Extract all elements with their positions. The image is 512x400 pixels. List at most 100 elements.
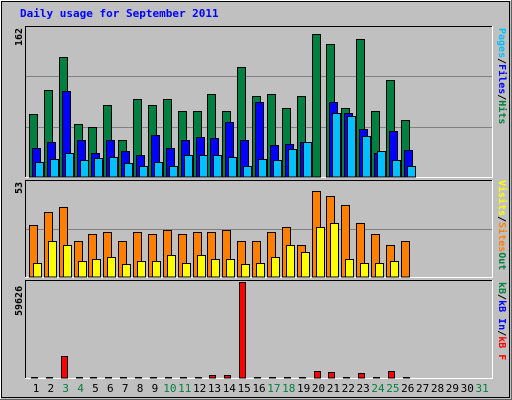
day-label-15: 15 bbox=[238, 382, 251, 395]
hits-files-pages-bar-pages-day-17 bbox=[273, 160, 282, 178]
kbytes-bar-kb-f-day-26 bbox=[403, 377, 410, 379]
kbytes-bar-kb-f-day-4 bbox=[76, 377, 83, 379]
kbytes-bar-kb-f-day-9 bbox=[150, 377, 157, 379]
visits-sites-bar-visits-day-12 bbox=[197, 255, 206, 278]
day-label-16: 16 bbox=[252, 382, 265, 395]
hits-panel-legend: Pages/Files/Hits bbox=[496, 28, 507, 124]
hits-legend-part-4: Hits bbox=[496, 100, 507, 125]
hits-files-pages-bar-pages-day-2 bbox=[50, 159, 59, 178]
day-label-21: 21 bbox=[327, 382, 340, 395]
hits-files-pages-bar-pages-day-7 bbox=[124, 163, 133, 178]
kbytes-bar-kb-f-day-23 bbox=[358, 373, 365, 379]
hits-files-pages-bar-hits-day-20 bbox=[312, 34, 321, 178]
day-label-24: 24 bbox=[371, 382, 385, 395]
kb-legend-part-0: kB bbox=[496, 282, 507, 295]
day-label-7: 7 bbox=[122, 382, 129, 395]
kbytes-bar-kb-f-day-15 bbox=[239, 282, 246, 379]
hits-files-pages-bar-pages-day-9 bbox=[154, 162, 163, 178]
hits-files-pages-bar-pages-day-10 bbox=[169, 166, 178, 178]
day-label-25: 25 bbox=[386, 382, 399, 395]
kbytes-bar-kb-f-day-3 bbox=[61, 356, 68, 379]
day-label-29: 29 bbox=[446, 382, 459, 395]
visits-sites-bar-visits-day-16 bbox=[256, 263, 265, 278]
visits-legend-part-2: Sites bbox=[496, 222, 507, 253]
day-label-28: 28 bbox=[431, 382, 444, 395]
kbytes-bar-kb-f-day-10 bbox=[165, 377, 172, 379]
visits-sites-bar-visits-day-2 bbox=[48, 241, 57, 278]
kbytes-bar-kb-f-day-17 bbox=[269, 377, 276, 379]
kbytes-bar-kb-f-day-18 bbox=[284, 377, 291, 379]
day-label-9: 9 bbox=[152, 382, 159, 395]
visits-sites-bar-visits-day-19 bbox=[301, 252, 310, 278]
visits-sites-bar-visits-day-21 bbox=[330, 223, 339, 278]
kb-legend-part-2: kB In bbox=[496, 300, 507, 331]
hits-files-pages-bar-pages-day-21 bbox=[332, 113, 341, 178]
day-label-30: 30 bbox=[461, 382, 474, 395]
hits-files-pages-bar-pages-day-18 bbox=[288, 149, 297, 178]
visits-legend-part-3: Out bbox=[496, 252, 507, 271]
day-label-13: 13 bbox=[208, 382, 221, 395]
kbytes-bar-kb-f-day-2 bbox=[46, 377, 53, 379]
hits-files-pages-bar-pages-day-12 bbox=[199, 155, 208, 178]
hits-files-pages-bar-pages-day-23 bbox=[362, 136, 371, 178]
visits-sites-bar-visits-day-23 bbox=[360, 263, 369, 278]
day-label-5: 5 bbox=[92, 382, 99, 395]
visits-sites-bar-visits-day-10 bbox=[167, 255, 176, 278]
day-label-27: 27 bbox=[416, 382, 429, 395]
kbytes-bar-kb-f-day-22 bbox=[343, 377, 350, 379]
day-label-6: 6 bbox=[107, 382, 114, 395]
hits-files-pages-bar-pages-day-16 bbox=[258, 159, 267, 178]
kbytes-bar-kb-f-day-14 bbox=[224, 375, 231, 379]
hits-files-pages-bar-pages-day-13 bbox=[213, 155, 222, 178]
kbytes-bar-kb-f-day-24 bbox=[373, 377, 380, 379]
day-label-2: 2 bbox=[48, 382, 55, 395]
visits-sites-bar-visits-day-25 bbox=[390, 261, 399, 278]
visits-sites-bar-visits-day-22 bbox=[345, 259, 354, 278]
visits-sites-bar-visits-day-18 bbox=[286, 245, 295, 278]
day-label-22: 22 bbox=[342, 382, 355, 395]
hits-files-pages-bar-pages-day-5 bbox=[94, 158, 103, 178]
kb-legend-part-4: kB F bbox=[496, 336, 507, 361]
hits-legend-part-2: Files bbox=[496, 64, 507, 95]
kbytes-bar-kb-f-day-6 bbox=[105, 377, 112, 379]
visits-sites-bar-visits-day-9 bbox=[152, 261, 161, 278]
day-label-10: 10 bbox=[163, 382, 176, 395]
day-label-14: 14 bbox=[223, 382, 237, 395]
day-label-4: 4 bbox=[77, 382, 84, 395]
hits-files-pages-bar-pages-day-3 bbox=[65, 153, 74, 178]
hits-files-pages-bar-pages-day-1 bbox=[35, 162, 44, 178]
visits-sites-bar-visits-day-6 bbox=[107, 257, 116, 278]
visits-panel-legend: Visits/SitesOut bbox=[496, 180, 507, 270]
hits-files-pages-bar-pages-day-14 bbox=[228, 157, 237, 178]
visits-sites-bar-visits-day-1 bbox=[33, 263, 42, 278]
kbytes-bar-kb-f-day-21 bbox=[328, 372, 335, 379]
hits-files-pages-bar-pages-day-8 bbox=[139, 166, 148, 178]
visits-sites-bar-visits-day-17 bbox=[271, 257, 280, 278]
kbytes-bar-kb-f-day-12 bbox=[195, 377, 202, 379]
day-label-20: 20 bbox=[312, 382, 325, 395]
hits-files-pages-bar-pages-day-19 bbox=[303, 142, 312, 178]
kbytes-bar-kb-f-day-13 bbox=[209, 375, 216, 379]
kbytes-bar-kb-f-day-5 bbox=[90, 377, 97, 379]
kb-panel-legend: kB/kB In/kB F bbox=[496, 282, 507, 360]
day-label-26: 26 bbox=[401, 382, 414, 395]
kbytes-bar-kb-f-day-11 bbox=[180, 377, 187, 379]
day-label-31: 31 bbox=[476, 382, 489, 395]
visits-sites-bar-visits-day-24 bbox=[375, 263, 384, 278]
visits-sites-bar-sites-day-26 bbox=[401, 241, 410, 278]
day-label-23: 23 bbox=[357, 382, 370, 395]
day-label-8: 8 bbox=[137, 382, 144, 395]
kbytes-bar-kb-f-day-7 bbox=[120, 377, 127, 379]
visits-sites-bar-visits-day-13 bbox=[211, 259, 220, 278]
hits-files-pages-bar-pages-day-15 bbox=[243, 166, 252, 178]
kbytes-bar-kb-f-day-19 bbox=[299, 377, 306, 379]
visits-sites-bar-visits-day-15 bbox=[241, 264, 250, 278]
hits-legend-part-0: Pages bbox=[496, 28, 507, 59]
visits-sites-bar-visits-day-7 bbox=[122, 264, 131, 278]
visits-sites-bar-visits-day-20 bbox=[316, 227, 325, 278]
hits-files-pages-bar-pages-day-22 bbox=[347, 116, 356, 178]
visits-sites-bar-visits-day-14 bbox=[226, 259, 235, 278]
